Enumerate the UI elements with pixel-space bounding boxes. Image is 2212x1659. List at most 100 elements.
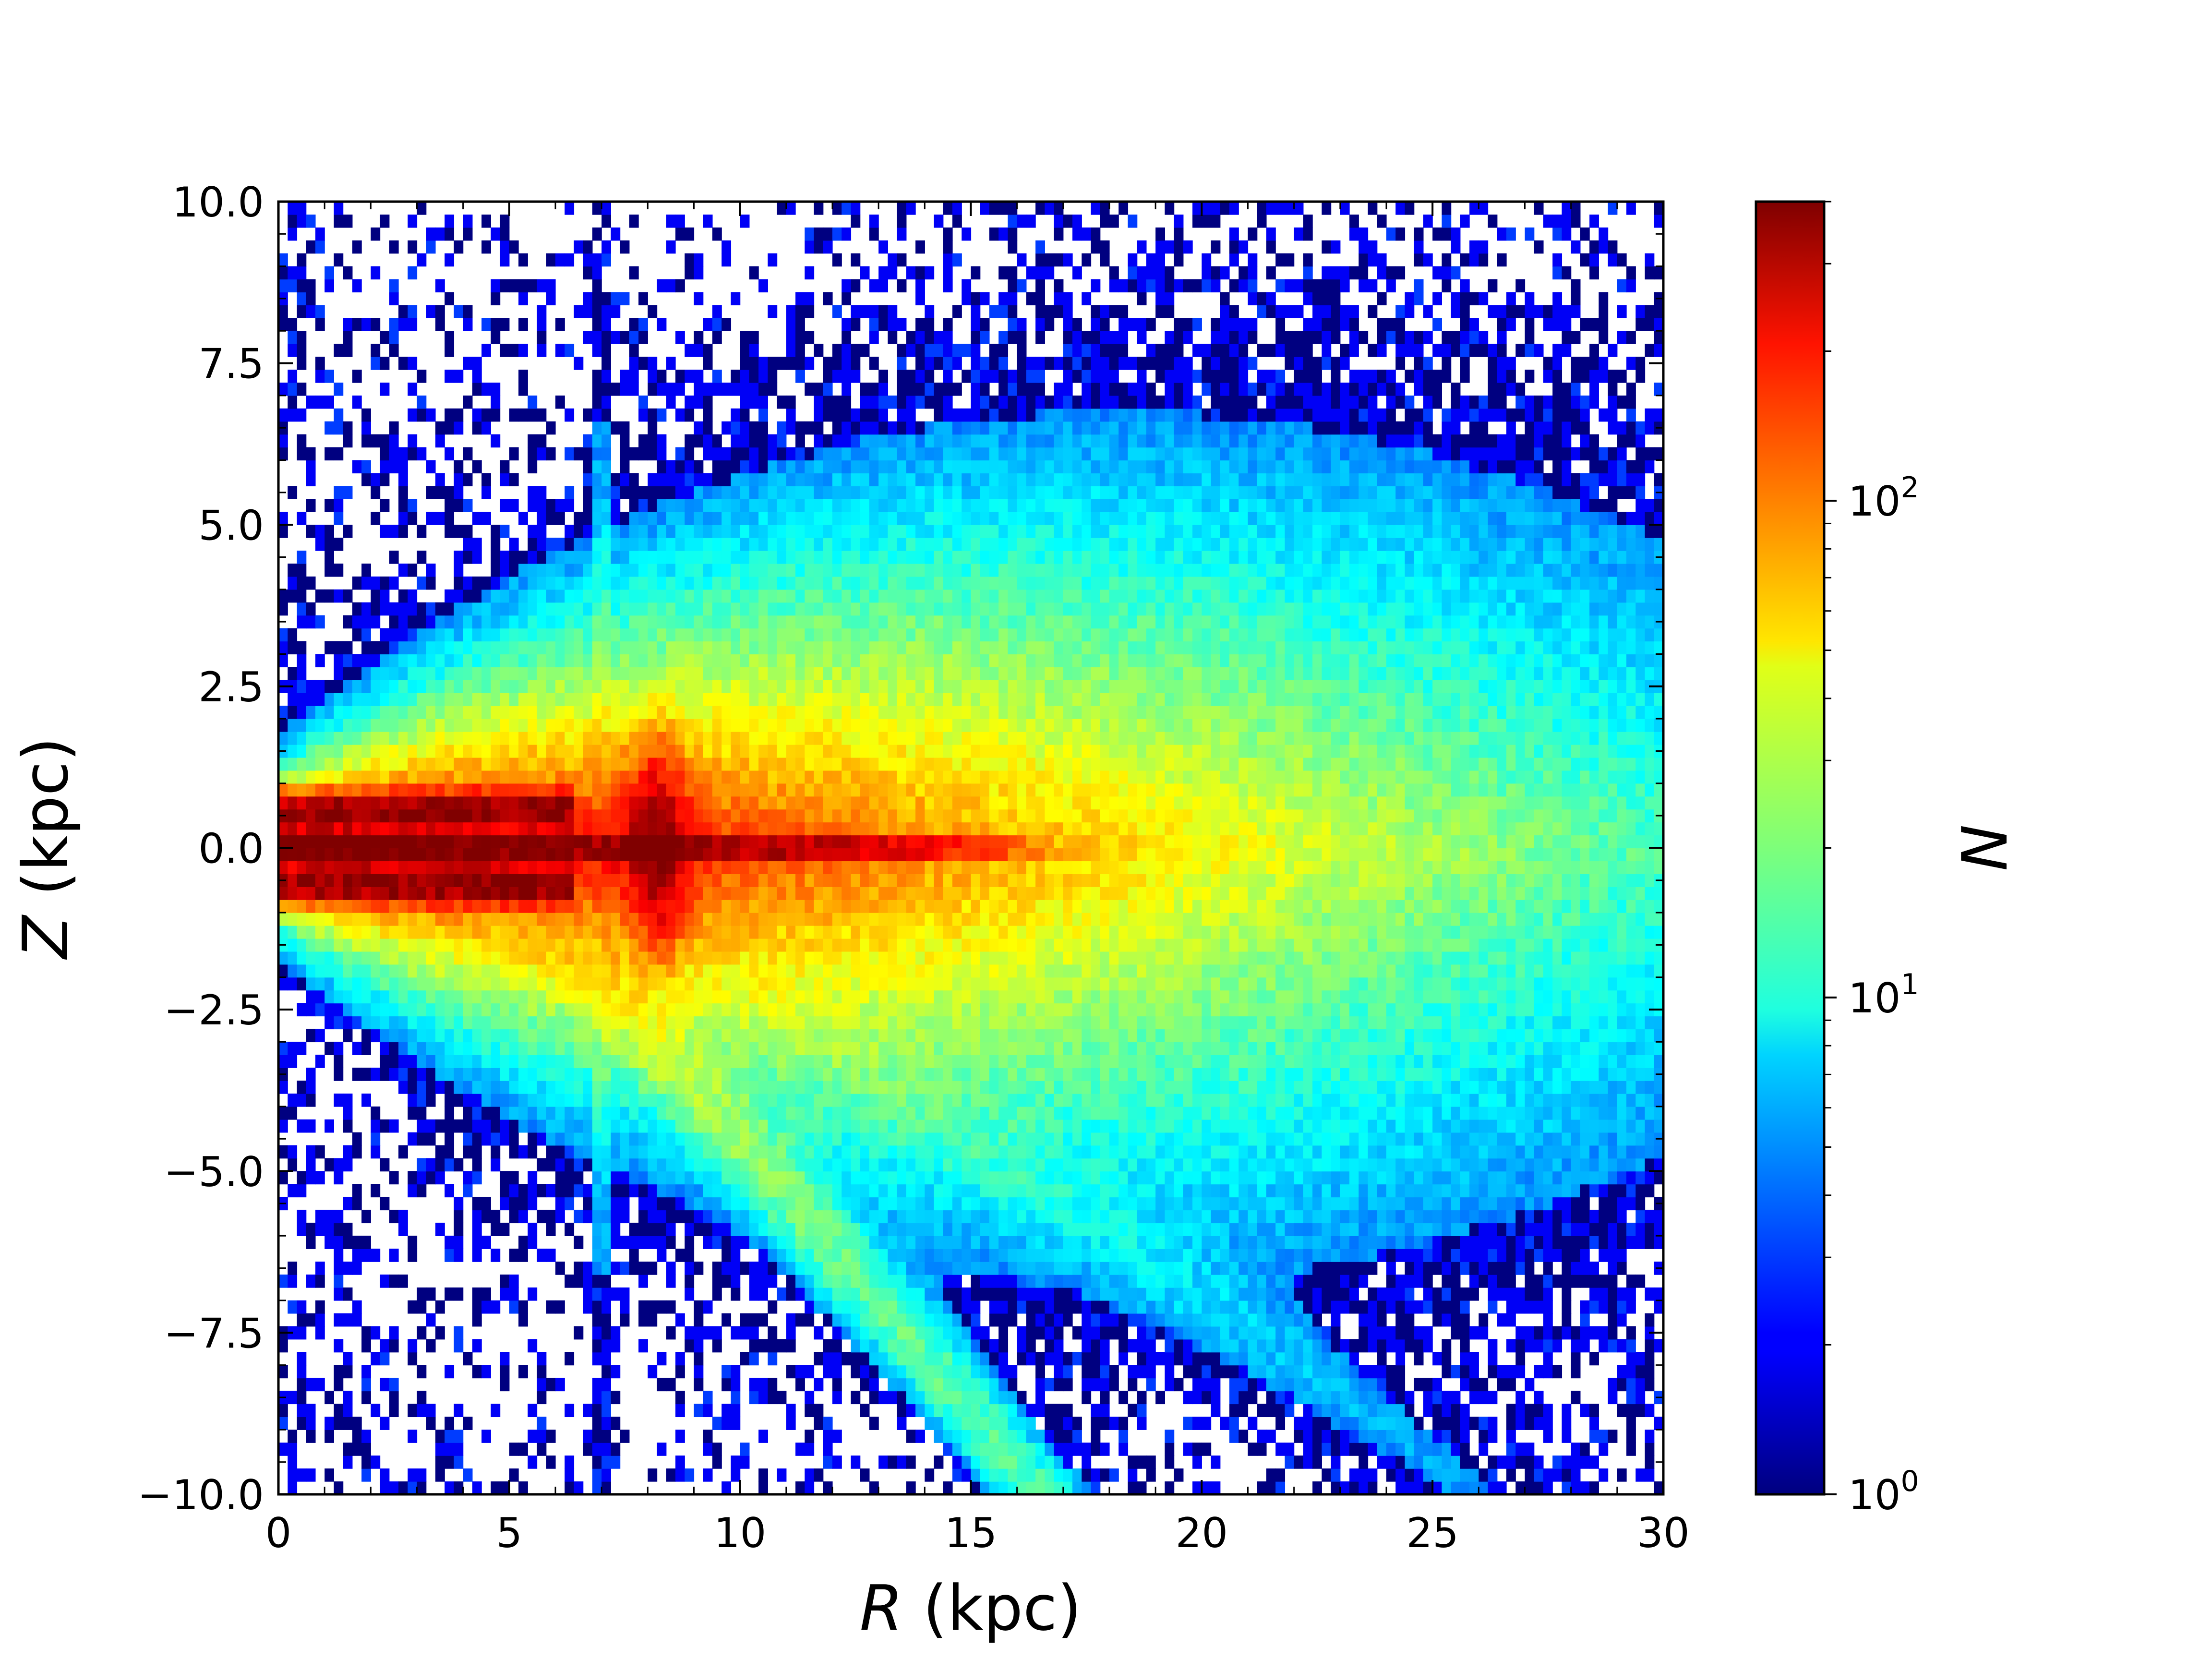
heatmap-cell — [509, 473, 519, 487]
heatmap-cell — [555, 1055, 565, 1068]
heatmap-cell — [592, 564, 602, 577]
heatmap-cell — [758, 796, 768, 810]
heatmap-cell — [888, 305, 898, 318]
heatmap-cell — [740, 1055, 750, 1068]
heatmap-cell — [795, 641, 805, 655]
heatmap-cell — [509, 1106, 519, 1120]
heatmap-cell — [915, 796, 925, 810]
heatmap-cell — [546, 783, 556, 797]
heatmap-cell — [703, 783, 713, 797]
heatmap-cell — [749, 602, 759, 616]
heatmap-cell — [343, 1352, 353, 1366]
heatmap-cell — [343, 589, 353, 603]
heatmap-cell — [546, 564, 556, 577]
heatmap-cell — [408, 822, 418, 836]
heatmap-cell — [749, 706, 759, 719]
heatmap-cell — [343, 822, 353, 836]
heatmap-cell — [638, 1042, 648, 1055]
heatmap-cell — [740, 680, 750, 693]
heatmap-cell — [749, 434, 759, 448]
heatmap-cell — [703, 538, 713, 551]
heatmap-cell — [611, 589, 621, 603]
heatmap-cell — [574, 822, 584, 836]
heatmap-cell — [786, 344, 796, 357]
heatmap-cell — [915, 1042, 925, 1055]
heatmap-cell — [629, 499, 639, 512]
heatmap-cell — [565, 874, 575, 887]
heatmap-cell — [574, 1236, 584, 1249]
heatmap-cell — [546, 1132, 556, 1146]
heatmap-cell — [417, 861, 427, 874]
heatmap-cell — [380, 1468, 390, 1482]
heatmap-cell — [537, 1106, 547, 1120]
heatmap-cell — [712, 1210, 722, 1224]
heatmap-cell — [380, 1417, 390, 1430]
heatmap-cell — [509, 654, 519, 668]
heatmap-cell — [565, 202, 575, 215]
heatmap-cell — [694, 383, 704, 396]
heatmap-cell — [915, 1145, 925, 1159]
heatmap-cell — [306, 1223, 316, 1236]
heatmap-cell — [869, 1378, 879, 1392]
heatmap-cell — [878, 964, 888, 978]
heatmap-cell — [574, 641, 584, 655]
heatmap-cell — [888, 1391, 898, 1405]
heatmap-cell — [694, 1352, 704, 1366]
heatmap-cell — [445, 990, 455, 1004]
heatmap-cell — [657, 1197, 667, 1211]
heatmap-cell — [601, 1106, 611, 1120]
heatmap-cell — [878, 990, 888, 1004]
heatmap-cell — [472, 654, 482, 668]
heatmap-cell — [352, 628, 362, 642]
heatmap-cell — [638, 538, 648, 551]
heatmap-cell — [842, 1119, 852, 1133]
heatmap-cell — [638, 874, 648, 887]
heatmap-cell — [777, 1068, 787, 1081]
heatmap-cell — [832, 1262, 842, 1275]
heatmap-cell — [546, 977, 556, 991]
heatmap-cell — [888, 706, 898, 719]
heatmap-cell — [491, 822, 501, 836]
heatmap-cell — [888, 1158, 898, 1172]
heatmap-cell — [731, 1274, 741, 1288]
heatmap-cell — [814, 1468, 824, 1482]
heatmap-cell — [380, 383, 390, 396]
heatmap-cell — [481, 977, 491, 991]
heatmap-cell — [906, 990, 916, 1004]
heatmap-cell — [380, 667, 390, 681]
heatmap-cell — [657, 926, 667, 939]
heatmap-cell — [703, 667, 713, 681]
heatmap-cell — [288, 1145, 298, 1159]
heatmap-cell — [528, 1287, 538, 1301]
heatmap-cell — [463, 1003, 473, 1017]
heatmap-cell — [721, 318, 732, 331]
heatmap-cell — [805, 900, 815, 913]
heatmap-cell — [860, 887, 870, 900]
heatmap-cell — [897, 408, 907, 422]
heatmap-cell — [897, 732, 907, 745]
heatmap-cell — [315, 240, 325, 254]
heatmap-cell — [555, 1068, 565, 1081]
heatmap-cell — [805, 1468, 815, 1482]
heatmap-cell — [417, 1171, 427, 1185]
heatmap-cell — [601, 1223, 611, 1236]
heatmap-cell — [906, 1029, 916, 1043]
heatmap-cell — [380, 822, 390, 836]
heatmap-cell — [805, 1016, 815, 1030]
heatmap-cell — [703, 1326, 713, 1340]
heatmap-cell — [334, 383, 344, 396]
heatmap-cell — [565, 1068, 575, 1081]
heatmap-cell — [878, 538, 888, 551]
heatmap-cell — [712, 1068, 722, 1081]
heatmap-cell — [638, 861, 648, 874]
heatmap-cell — [380, 499, 390, 512]
heatmap-cell — [601, 1352, 611, 1366]
heatmap-cell — [555, 861, 565, 874]
heatmap-cell — [408, 1106, 418, 1120]
heatmap-cell — [445, 667, 455, 681]
heatmap-cell — [851, 693, 861, 706]
heatmap-cell — [509, 745, 519, 758]
heatmap-cell — [842, 279, 852, 293]
heatmap-cell — [795, 318, 805, 331]
heatmap-cell — [620, 913, 630, 926]
